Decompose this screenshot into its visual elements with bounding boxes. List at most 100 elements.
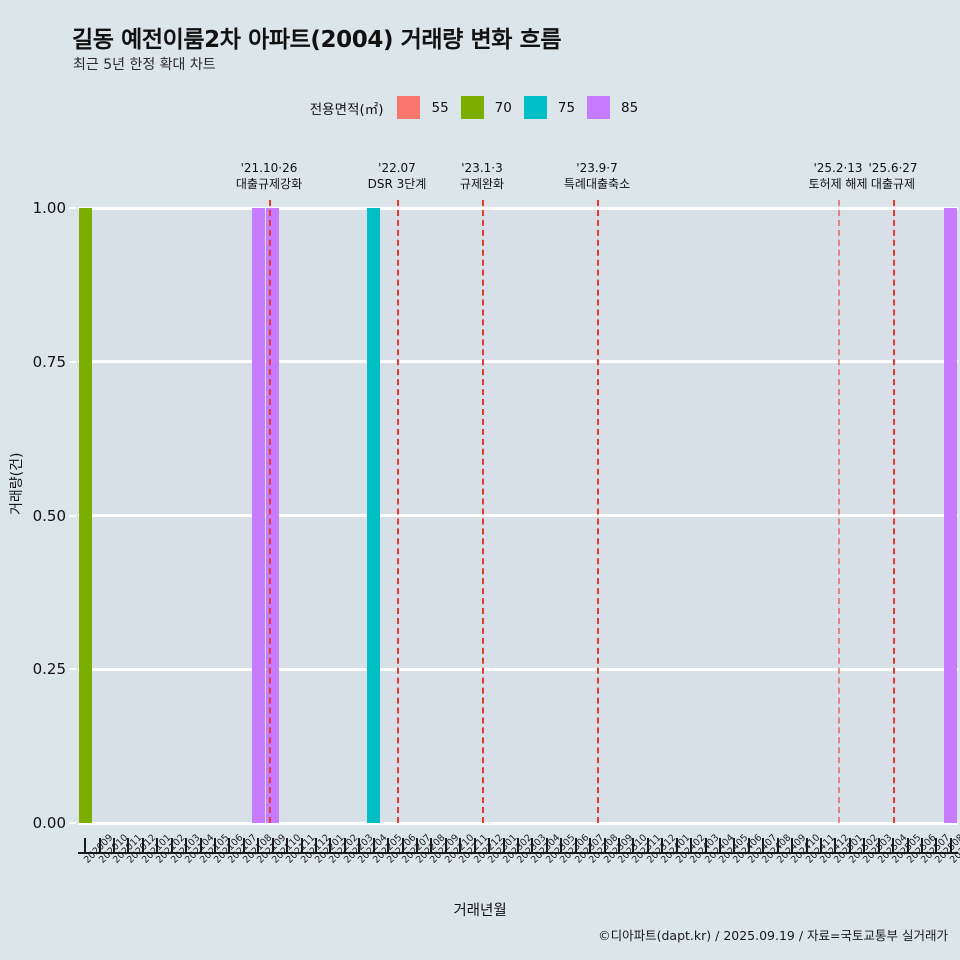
- y-axis-tick-label: 0.75: [32, 352, 66, 371]
- x-axis-tick-mark: [502, 838, 505, 852]
- legend-swatch-70: [460, 96, 484, 119]
- x-axis-tick-mark: [632, 838, 635, 852]
- x-axis-tick-mark: [300, 838, 303, 852]
- event-annotation-name: 대출규제: [870, 177, 916, 191]
- x-axis-tick-mark: [574, 838, 577, 852]
- legend-item-75[interactable]: 75: [523, 96, 575, 119]
- gridline: [78, 206, 958, 210]
- y-axis-tick-label: 0.50: [32, 506, 66, 525]
- y-axis-tick-mark: [69, 514, 76, 517]
- x-axis-tick-mark: [214, 838, 217, 852]
- event-annotation-name: 특례대출축소: [563, 177, 631, 191]
- event-annotation-date: '25.2·13: [813, 161, 863, 175]
- x-axis-tick-mark: [286, 838, 289, 852]
- gridline: [78, 821, 958, 825]
- x-axis-tick-mark: [892, 838, 895, 852]
- x-axis-tick-mark: [718, 838, 721, 852]
- x-axis-tick-mark: [358, 838, 361, 852]
- legend-label-70: 70: [494, 99, 512, 116]
- gridline: [78, 360, 958, 364]
- event-annotation: '25.6·27 대출규제: [868, 160, 917, 192]
- event-annotation-name: 규제완화: [459, 177, 505, 191]
- x-axis-tick-mark: [863, 838, 866, 852]
- event-marker-line: [397, 200, 399, 823]
- chart-subtitle: 최근 5년 한정 확대 차트: [73, 57, 216, 73]
- x-axis-tick-mark: [834, 838, 837, 852]
- event-annotation-name: 토허제 해제: [808, 177, 868, 191]
- plot-area: [78, 200, 958, 825]
- x-axis-line: [78, 852, 958, 854]
- event-annotation-date: '25.6·27: [868, 161, 918, 175]
- legend-swatch-85: [587, 96, 611, 119]
- x-axis-tick-mark: [473, 838, 476, 852]
- x-axis-tick-mark: [949, 838, 952, 852]
- bar[interactable]: [78, 208, 92, 823]
- event-annotation-name: DSR 3단계: [367, 177, 427, 191]
- x-axis-tick-mark: [531, 838, 534, 852]
- x-axis-tick-mark: [444, 838, 447, 852]
- x-axis-tick-mark: [805, 838, 808, 852]
- x-axis-tick-mark: [228, 838, 231, 852]
- x-axis-tick-mark: [560, 838, 563, 852]
- legend-item-55[interactable]: 55: [397, 96, 449, 119]
- x-axis-label: 거래년월: [453, 903, 507, 919]
- x-axis-tick-mark: [920, 838, 923, 852]
- event-annotation: '23.1·3 규제완화: [460, 160, 504, 192]
- x-axis-tick-mark: [791, 838, 794, 852]
- chart-legend: 전용면적(㎡) 55 70 75 85: [0, 96, 960, 119]
- x-axis-tick-mark: [733, 838, 736, 852]
- y-axis-tick-mark: [69, 207, 76, 209]
- x-axis-tick-mark: [387, 838, 390, 852]
- x-axis-tick-mark: [372, 838, 375, 852]
- x-axis-tick-mark: [156, 838, 159, 852]
- legend-label-55: 55: [431, 99, 449, 116]
- bar[interactable]: [251, 208, 265, 823]
- event-annotation-date: '22.07: [378, 161, 416, 175]
- x-axis-tick-mark: [690, 838, 693, 852]
- event-annotation: '23.9·7 특례대출축소: [564, 160, 630, 192]
- bar[interactable]: [944, 208, 958, 823]
- x-axis-tick-mark: [242, 838, 245, 852]
- x-axis-tick-mark: [343, 838, 346, 852]
- event-marker-line: [838, 200, 840, 823]
- x-axis-tick-mark: [517, 838, 519, 852]
- x-axis-tick-mark: [675, 838, 678, 852]
- event-annotation-date: '21.10·26: [240, 161, 298, 175]
- x-axis-tick-mark: [141, 838, 144, 852]
- legend-swatch-55: [397, 96, 421, 119]
- x-axis-tick-mark: [747, 838, 750, 852]
- legend-item-85[interactable]: 85: [587, 96, 638, 119]
- x-axis-tick-mark: [127, 838, 130, 852]
- event-marker-line: [597, 200, 599, 823]
- x-axis-tick-mark: [170, 838, 173, 852]
- x-axis-tick-mark: [877, 838, 880, 852]
- x-axis-tick-mark: [488, 838, 491, 852]
- legend-item-70[interactable]: 70: [460, 96, 512, 119]
- event-marker-line: [482, 200, 484, 823]
- x-axis-tick-mark: [329, 838, 332, 852]
- x-axis-tick-mark: [185, 838, 188, 852]
- chart-title: 길동 예전이룸2차 아파트(2004) 거래량 변화 흐름: [72, 27, 562, 53]
- y-axis-tick-mark: [69, 822, 76, 824]
- event-marker-line: [269, 200, 271, 823]
- x-axis-tick-mark: [617, 838, 620, 852]
- gridline: [78, 667, 958, 671]
- y-axis-tick-label: 0.00: [32, 814, 66, 832]
- x-axis-tick-mark: [84, 838, 87, 852]
- x-axis-tick-mark: [401, 838, 404, 852]
- gridline: [78, 514, 958, 517]
- legend-label-85: 85: [621, 99, 639, 116]
- x-axis-tick-mark: [430, 838, 433, 852]
- event-marker-line: [893, 200, 895, 823]
- legend-swatch-75: [523, 96, 547, 119]
- x-axis-tick-mark: [603, 838, 606, 852]
- x-axis-tick-mark: [819, 838, 822, 852]
- event-annotation-date: '23.1·3: [461, 161, 503, 175]
- event-annotation-date: '23.9·7: [576, 161, 618, 175]
- x-axis-tick-mark: [661, 838, 664, 852]
- bar[interactable]: [367, 208, 381, 823]
- x-axis-tick-mark: [848, 838, 851, 852]
- x-axis-tick-mark: [646, 838, 649, 852]
- x-axis-tick-mark: [704, 838, 707, 852]
- event-annotation: '21.10·26 대출규제강화: [236, 160, 302, 192]
